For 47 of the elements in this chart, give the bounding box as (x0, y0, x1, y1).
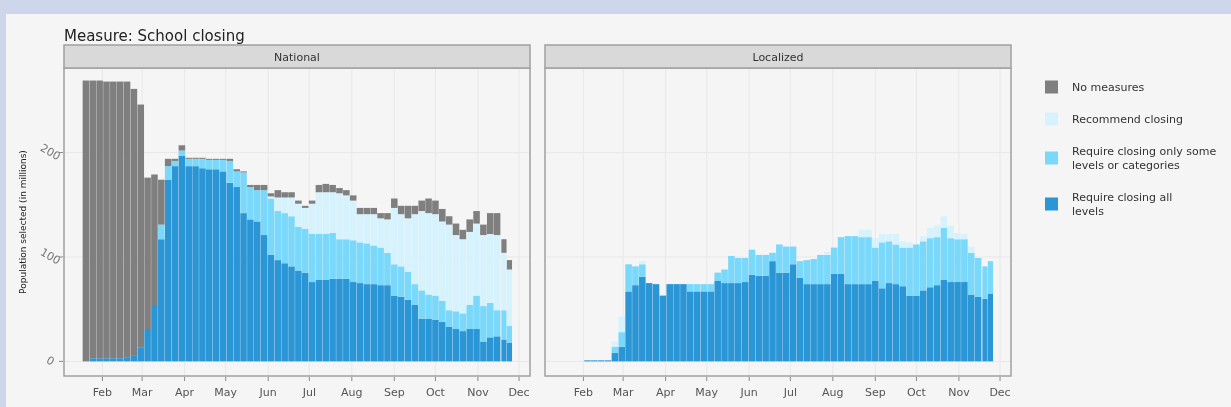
x-tick-label: Dec (989, 386, 1011, 399)
legend-label: Require closing all levels (1072, 191, 1173, 218)
bar (295, 200, 302, 204)
chart-subtitle: Localized (752, 51, 804, 64)
bar (178, 150, 186, 156)
y-tick-label: 0 (43, 353, 57, 369)
x-tick-label: Jul (782, 386, 797, 399)
chart-title: Measure: School closing (64, 27, 245, 45)
x-tick-label: Apr (175, 386, 195, 399)
x-tick-label: Nov (467, 386, 490, 399)
x-tick-label: Jul (301, 386, 316, 399)
x-tick-label: Oct (906, 386, 927, 399)
legend-label: No measures (1072, 81, 1145, 94)
y-tick-label: 200 (37, 141, 63, 164)
x-tick-label: May (214, 386, 238, 399)
legend-label: Recommend closing (1072, 113, 1183, 126)
bar (301, 205, 309, 208)
x-tick-label: Sep (864, 386, 886, 399)
bar (158, 224, 165, 240)
x-tick-label: Oct (425, 386, 446, 399)
x-tick-label: Mar (131, 386, 153, 399)
x-tick-label: May (695, 386, 719, 399)
x-tick-label: Jun (258, 386, 277, 399)
bar (639, 261, 646, 265)
bar (618, 332, 626, 347)
bar (501, 239, 507, 253)
x-tick-label: Mar (612, 386, 634, 399)
chart-subtitle: National (274, 51, 320, 64)
y-tick-label: 100 (37, 245, 63, 268)
x-tick-label: Nov (948, 386, 971, 399)
bar (349, 195, 357, 201)
bar (967, 246, 975, 253)
bar (824, 251, 831, 255)
legend-label: Require closing only some levels or categories (1072, 145, 1217, 172)
y-axis-title: Population selected (in millions) (18, 150, 28, 294)
x-tick-label: Aug (822, 386, 844, 399)
x-tick-label: Dec (508, 386, 530, 399)
bar (233, 169, 240, 172)
bar (164, 166, 172, 180)
x-tick-label: Aug (341, 386, 363, 399)
bar (506, 260, 513, 270)
bar (618, 316, 626, 333)
x-tick-label: Feb (92, 386, 113, 399)
x-tick-label: Apr (656, 386, 676, 399)
x-tick-label: Feb (573, 386, 594, 399)
x-tick-label: Sep (383, 386, 405, 399)
x-tick-label: Jun (739, 386, 758, 399)
